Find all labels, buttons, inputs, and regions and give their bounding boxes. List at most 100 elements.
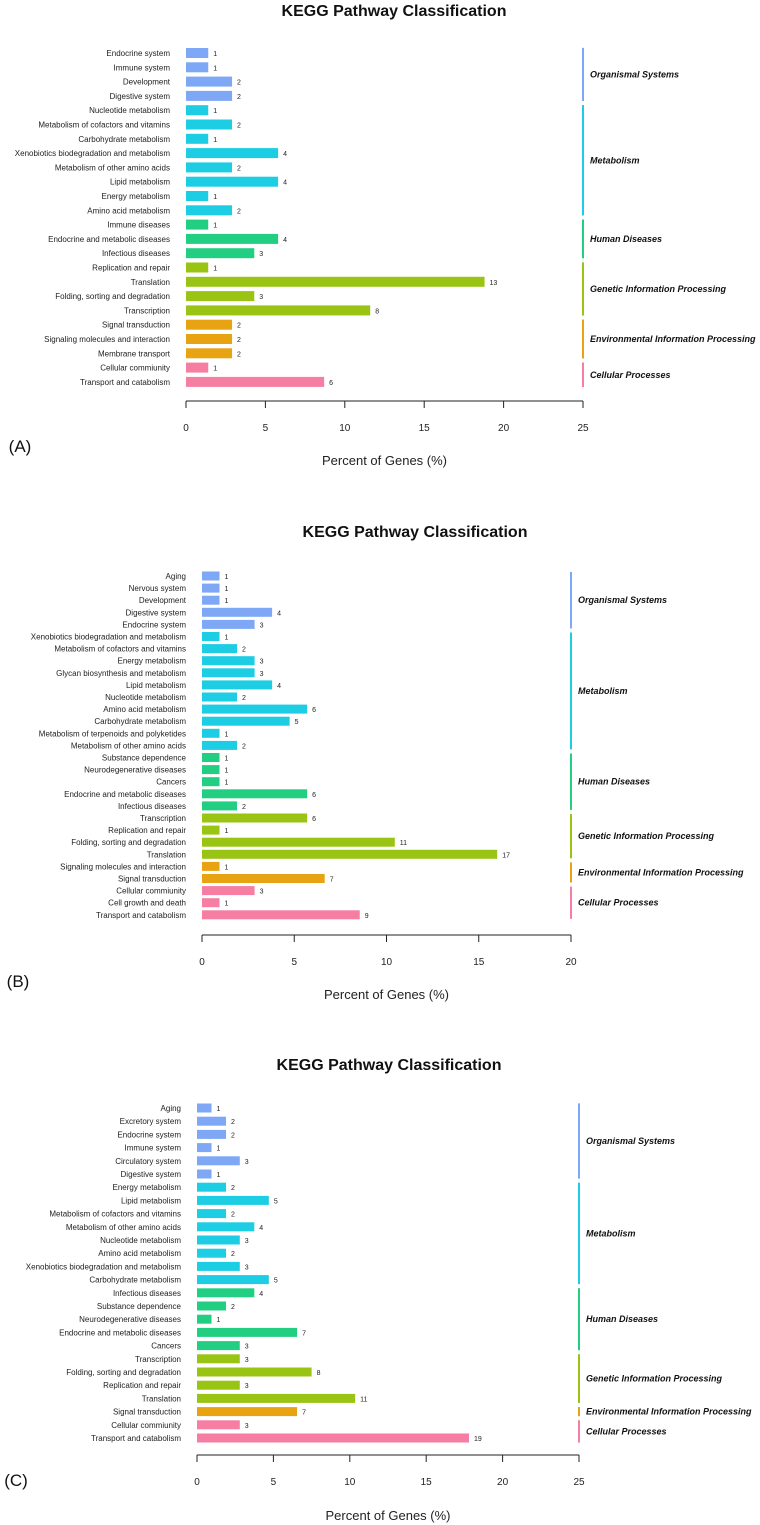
category-label: Transcription <box>140 814 186 823</box>
group-label: Cellular Processes <box>586 1426 667 1436</box>
panel-label: (C) <box>4 1471 28 1490</box>
bar-value-label: 11 <box>360 1396 367 1403</box>
bar <box>202 583 220 593</box>
bar <box>197 1195 269 1205</box>
category-label: Endocrine system <box>106 49 170 58</box>
x-axis-label: Percent of Genes (%) <box>324 987 449 1002</box>
x-tick-label: 0 <box>183 423 189 434</box>
bar <box>202 789 308 799</box>
bar <box>197 1407 298 1417</box>
x-tick-label: 25 <box>577 423 589 434</box>
bar <box>197 1314 212 1324</box>
bar-value-label: 1 <box>225 635 229 642</box>
bar <box>202 680 273 690</box>
bar-value-label: 2 <box>242 743 246 750</box>
bar-value-label: 5 <box>274 1198 278 1205</box>
bar-value-label: 3 <box>245 1264 249 1271</box>
bar <box>186 376 325 387</box>
x-tick-label: 20 <box>497 1477 509 1488</box>
category-label: Immune system <box>114 63 171 72</box>
group-label: Human Diseases <box>578 777 650 787</box>
category-label: Endocrine and metabolic diseases <box>48 235 170 244</box>
bar <box>186 362 209 373</box>
category-label: Neurodegenerative diseases <box>79 1315 181 1324</box>
category-label: Neurodegenerative diseases <box>84 766 186 775</box>
bar-value-label: 4 <box>283 237 287 244</box>
bar <box>197 1433 469 1443</box>
category-label: Digestive system <box>126 608 187 617</box>
bar <box>202 874 325 883</box>
bar-value-label: 9 <box>365 913 369 920</box>
bar <box>186 248 255 259</box>
chart-svg-a: KEGG Pathway Classification Endocrine sys… <box>9 3 756 468</box>
category-label: Endocrine and metabolic diseases <box>59 1328 181 1337</box>
bar <box>186 334 233 344</box>
bar <box>202 740 238 750</box>
group-label: Metabolism <box>578 686 628 696</box>
bar-value-label: 5 <box>274 1278 278 1285</box>
bar-value-label: 13 <box>490 280 498 287</box>
bar-value-label: 1 <box>213 194 217 201</box>
category-label: Immune diseases <box>107 221 170 230</box>
bar-value-label: 3 <box>260 659 264 666</box>
x-tick-label: 5 <box>263 423 269 434</box>
category-label: Signal transduction <box>113 1408 181 1417</box>
category-label: Infectious diseases <box>118 802 186 811</box>
x-tick-label: 25 <box>573 1477 585 1488</box>
x-tick-label: 15 <box>421 1477 433 1488</box>
bar-value-label: 1 <box>225 586 229 593</box>
bar-value-label: 1 <box>213 108 217 115</box>
group-label: Environmental Information Processing <box>590 334 756 344</box>
category-label: Folding, sorting and degradation <box>71 838 186 847</box>
category-label: Xenobiotics biodegradation and metabolis… <box>26 1262 182 1271</box>
chart-title: KEGG Pathway Classification <box>282 3 507 20</box>
bar-value-label: 3 <box>245 1423 249 1430</box>
category-label: Immune system <box>125 1144 182 1153</box>
bar <box>197 1143 212 1153</box>
bar-value-label: 1 <box>213 266 217 273</box>
bar <box>197 1222 255 1232</box>
bar <box>186 291 255 302</box>
bar-value-label: 2 <box>231 1251 235 1258</box>
bar-value-label: 6 <box>312 707 316 714</box>
category-label: Transport and catabolism <box>80 378 170 387</box>
category-label: Membrane transport <box>98 349 171 358</box>
bar-value-label: 19 <box>474 1436 482 1443</box>
bar <box>197 1116 227 1126</box>
bar-value-label: 1 <box>217 1172 221 1179</box>
bar <box>202 910 360 920</box>
bar-value-label: 1 <box>213 137 217 144</box>
category-label: Cancers <box>156 778 186 787</box>
bar <box>197 1275 269 1285</box>
category-label: Metabolism of cofactors and vitamins <box>54 645 186 654</box>
bar-value-label: 8 <box>375 308 379 315</box>
panel-label: (B) <box>7 972 30 991</box>
bar <box>186 162 233 173</box>
bar-value-label: 2 <box>237 123 241 130</box>
x-tick-label: 5 <box>291 957 297 968</box>
bar-value-label: 1 <box>213 65 217 72</box>
bar <box>186 148 279 159</box>
bar-value-label: 1 <box>225 828 229 835</box>
bar-value-label: 2 <box>237 165 241 172</box>
bar <box>186 205 233 216</box>
bar-value-label: 3 <box>245 1383 249 1390</box>
category-label: Substance dependence <box>102 754 187 763</box>
bar-value-label: 7 <box>330 877 334 884</box>
category-label: Lipid metabolism <box>110 178 170 187</box>
bar-value-label: 2 <box>242 804 246 811</box>
bar <box>197 1261 240 1271</box>
bar <box>186 62 209 73</box>
bar-value-label: 17 <box>502 852 510 859</box>
category-label: Cellular commiunity <box>100 364 170 373</box>
category-label: Endocrine and metabolic diseases <box>64 790 186 799</box>
bar-value-label: 8 <box>317 1370 321 1377</box>
bar <box>202 777 220 787</box>
group-label: Human Diseases <box>586 1314 658 1324</box>
category-label: Cellular commiunity <box>111 1421 181 1430</box>
group-label: Environmental Information Processing <box>586 1407 752 1417</box>
category-label: Translation <box>142 1394 181 1403</box>
category-label: Energy metabolism <box>113 1183 182 1192</box>
category-label: Amino acid metabolism <box>87 206 170 215</box>
x-tick-label: 10 <box>381 957 393 968</box>
